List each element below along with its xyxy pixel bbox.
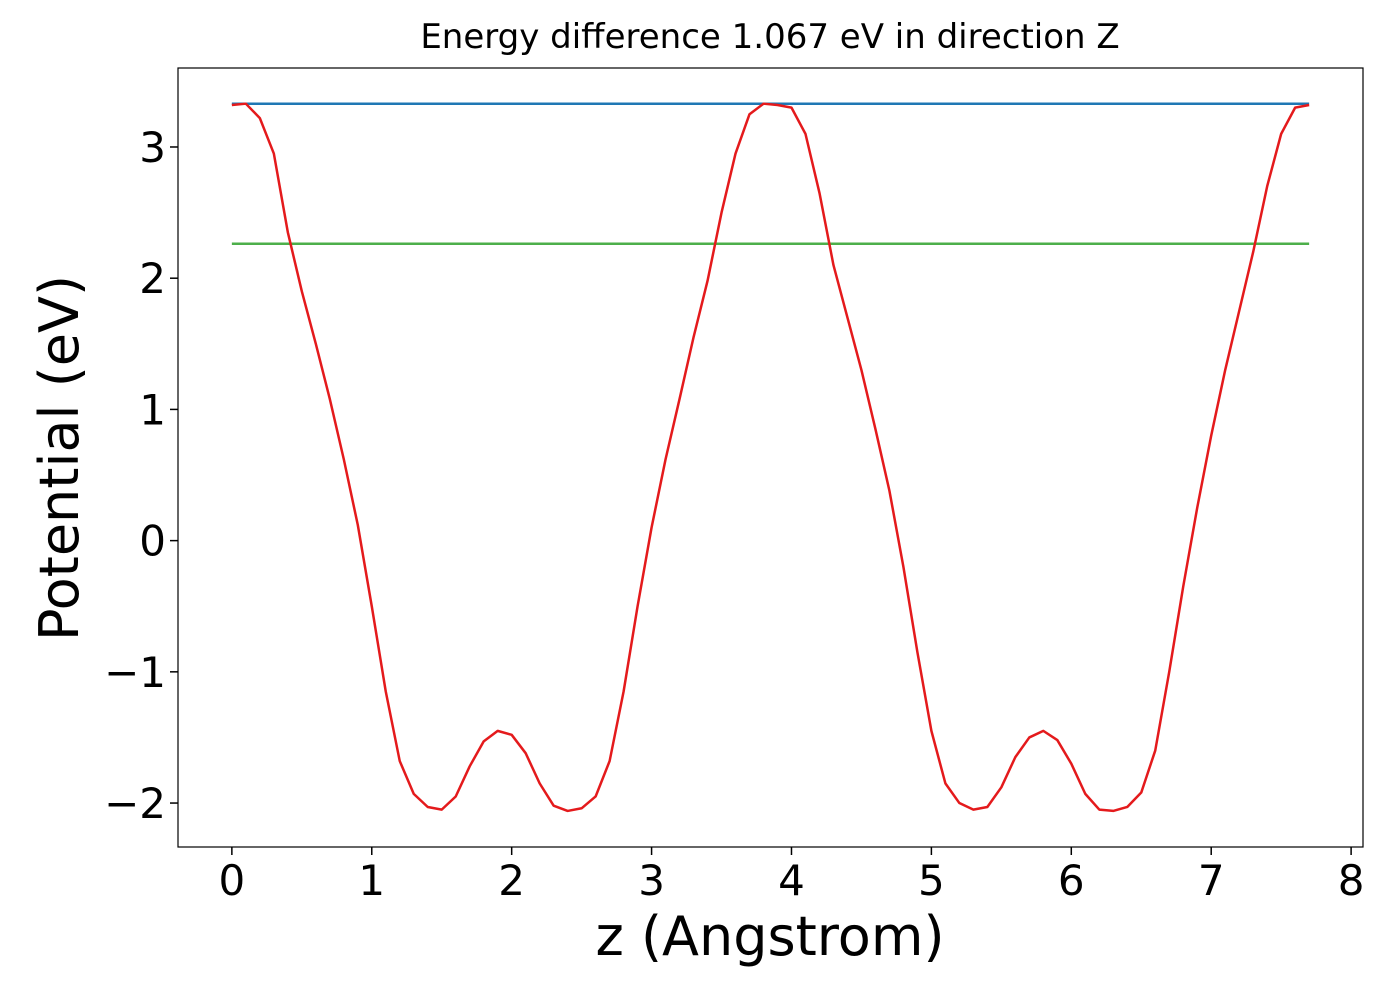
x-tick-label: 3: [638, 856, 665, 905]
y-tick-label: 2: [139, 254, 166, 303]
x-tick-label: 1: [358, 856, 385, 905]
plot-frame: [177, 67, 1364, 848]
x-axis-label: z (Angstrom): [595, 905, 944, 968]
y-tick-label: −1: [104, 648, 166, 697]
x-tick-label: 0: [218, 856, 245, 905]
x-tick-label: 8: [1338, 856, 1365, 905]
y-tick-label: 0: [139, 517, 166, 566]
data-line: [231, 102, 1310, 813]
y-tick-label: −2: [104, 779, 166, 828]
x-tick-label: 2: [498, 856, 525, 905]
y-tick-label: 3: [139, 123, 166, 172]
x-tick-label: 5: [918, 856, 945, 905]
y-tick-label: 1: [139, 385, 166, 434]
y-axis-label: Potential (eV): [28, 275, 91, 641]
x-tick-label: 6: [1058, 856, 1085, 905]
chart-title: Energy difference 1.067 eV in direction …: [420, 17, 1119, 57]
x-tick-label: 4: [778, 856, 805, 905]
x-tick-label: 7: [1198, 856, 1225, 905]
